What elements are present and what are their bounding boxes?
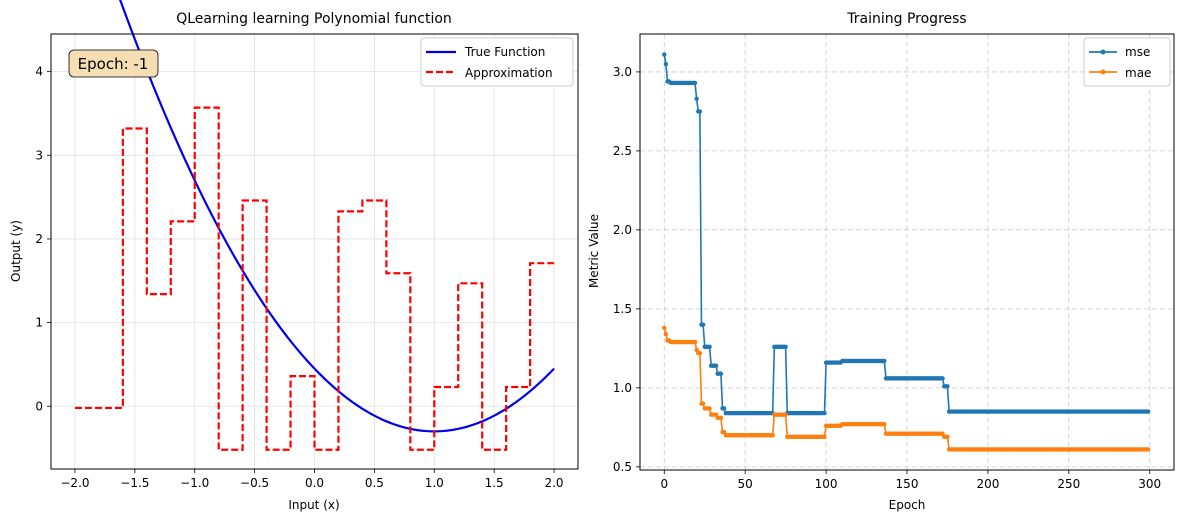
series-group (662, 52, 1151, 452)
x-tick-label: 100 (815, 477, 838, 491)
approximation-chart: QLearning learning Polynomial function −… (9, 0, 579, 512)
data-point-mae (697, 350, 703, 356)
data-point-mse (718, 371, 724, 376)
y-tick-label: 3.0 (613, 65, 632, 79)
data-point-mse (692, 80, 698, 86)
data-point-mae (663, 331, 669, 337)
y-tick-label: 4 (35, 65, 43, 79)
data-point-mse (694, 96, 699, 101)
legend-box (1083, 37, 1171, 87)
data-point-mse (721, 406, 727, 411)
legend: True Function Approximation (420, 37, 574, 87)
x-tick-label: 250 (1057, 477, 1080, 491)
tick-group: −2.0 −1.5 −1.0 −0.5 0.0 0.5 1.0 1.5 2.0 0 1 2 3 4 (35, 65, 563, 490)
data-point-mse (700, 322, 706, 327)
x-axis-label: Input (x) (288, 498, 339, 512)
chart-title: QLearning learning Polynomial function (176, 11, 452, 27)
data-point-mse (663, 61, 669, 67)
x-tick-label: 200 (976, 477, 999, 491)
data-point-mae (707, 406, 712, 411)
legend: mse mae (1083, 37, 1171, 87)
data-point-mae (662, 325, 667, 331)
y-tick-label: 2 (35, 232, 43, 246)
data-point-mse (707, 344, 712, 349)
series-approximation-line (74, 106, 555, 451)
x-tick-label: 0 (660, 477, 668, 491)
training-progress-chart: Training Progress 0 50 100 150 200 250 300 0.5 1… (587, 11, 1175, 512)
data-point-mae (700, 401, 706, 406)
legend-label-mae: mae (1125, 66, 1151, 80)
data-point-mse (713, 363, 719, 368)
data-point-mae (692, 339, 698, 345)
x-tick-label: −1.5 (120, 476, 149, 490)
x-tick-label: 2.0 (544, 476, 563, 490)
data-point-mae (945, 434, 950, 440)
data-point-mae (1145, 447, 1151, 452)
series-group (74, 0, 555, 451)
data-point-mse (882, 358, 887, 364)
x-axis-label: Epoch (889, 498, 926, 512)
annotation-box (68, 49, 159, 78)
x-tick-label: 50 (738, 477, 753, 491)
tick-group: 0 50 100 150 200 250 300 0.5 1.0 1.5 2.0 2.5 3.0 (613, 65, 1161, 491)
x-tick-label: 150 (896, 477, 919, 491)
annotation-text: Epoch: -1 (78, 55, 149, 73)
x-tick-label: −2.0 (60, 476, 89, 490)
y-tick-label: 2.5 (613, 144, 632, 158)
data-point-mae (718, 415, 724, 421)
data-point-mse (783, 344, 788, 349)
legend-marker-mae (1100, 69, 1106, 75)
y-tick-label: 1.0 (613, 381, 632, 395)
legend-label-mse: mse (1125, 45, 1150, 59)
legend-box (420, 37, 574, 87)
x-tick-label: −1.0 (180, 476, 209, 490)
y-tick-label: 1 (35, 316, 43, 330)
series-true-function-line (119, 0, 555, 433)
epoch-annotation: Epoch: -1 (68, 49, 159, 78)
y-axis-label: Metric Value (587, 214, 601, 288)
y-tick-label: 0.5 (613, 460, 632, 474)
series-mae-markers (662, 325, 1151, 452)
data-point-mae (822, 434, 827, 440)
data-point-mae (882, 421, 887, 427)
y-tick-label: 0 (35, 399, 43, 413)
data-point-mse (822, 410, 827, 416)
x-tick-label: 0.0 (305, 476, 324, 490)
legend-label-true-function: True Function (464, 45, 545, 59)
data-point-mse (940, 376, 945, 381)
y-tick-label: 1.5 (613, 302, 632, 316)
chart-title: Training Progress (846, 11, 966, 27)
x-tick-label: −0.5 (240, 476, 269, 490)
data-point-mse (1145, 409, 1151, 414)
data-point-mae (783, 412, 788, 417)
data-point-mse (662, 52, 667, 57)
legend-label-approximation: Approximation (465, 66, 553, 80)
x-tick-label: 0.5 (365, 476, 384, 490)
y-tick-label: 2.0 (613, 223, 632, 237)
x-tick-label: 1.5 (485, 476, 504, 490)
x-tick-label: 300 (1138, 477, 1161, 491)
legend-marker-mse (1100, 49, 1106, 55)
data-point-mse (697, 109, 703, 114)
y-tick-label: 3 (35, 148, 43, 162)
data-point-mse (945, 384, 950, 389)
series-mse-markers (662, 52, 1151, 416)
x-tick-label: 1.0 (425, 476, 444, 490)
y-axis-label: Output (y) (9, 220, 23, 282)
data-point-mae (770, 433, 775, 438)
